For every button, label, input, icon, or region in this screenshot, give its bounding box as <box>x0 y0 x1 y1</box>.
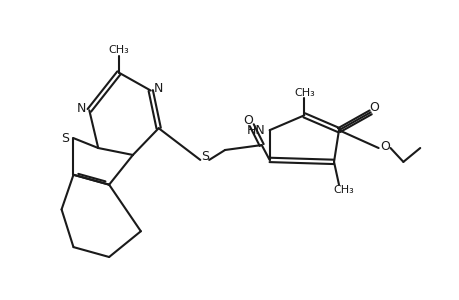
Text: CH₃: CH₃ <box>108 45 129 55</box>
Text: N: N <box>154 82 163 95</box>
Text: S: S <box>201 150 209 164</box>
Text: N: N <box>77 102 86 115</box>
Text: O: O <box>242 114 252 127</box>
Text: O: O <box>380 140 390 152</box>
Text: O: O <box>369 101 379 114</box>
Text: CH₃: CH₃ <box>293 88 314 98</box>
Text: S: S <box>62 132 69 145</box>
Text: CH₃: CH₃ <box>333 184 353 195</box>
Text: HN: HN <box>246 124 264 137</box>
